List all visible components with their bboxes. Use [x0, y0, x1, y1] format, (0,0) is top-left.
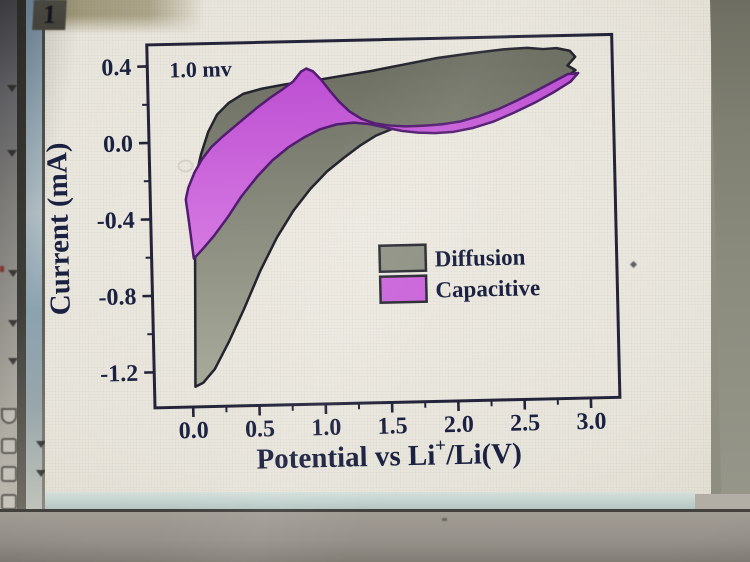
dropdown-arrow-icon[interactable] [8, 358, 18, 365]
x-tick-label: 2.5 [510, 410, 541, 437]
y-tick-label: 0.0 [103, 131, 134, 158]
capacitive-area [184, 67, 580, 260]
x-tick-label: 1.0 [311, 415, 342, 442]
tool-button-icon[interactable] [1, 438, 17, 454]
x-tick-label: 1.5 [377, 413, 408, 440]
x-axis-title-text: /Li(V) [445, 438, 522, 472]
dust-speck [442, 518, 447, 521]
red-speck [0, 266, 4, 272]
x-axis-title-superscript: + [435, 435, 446, 456]
scan-rate-annotation: 1.0 mv [169, 56, 232, 82]
dropdown-arrow-icon[interactable] [36, 441, 46, 448]
legend-label-capacitive: Capacitive [435, 275, 540, 302]
page-left-edge [42, 0, 45, 510]
tool-button-icon[interactable] [1, 408, 17, 424]
y-axis-title: Current (mA) [41, 142, 77, 315]
dropdown-arrow-icon[interactable] [36, 470, 46, 477]
legend-swatch-capacitive [378, 274, 428, 304]
x-tick-label: 3.0 [576, 409, 607, 436]
legend-label-diffusion: Diffusion [434, 244, 525, 271]
window-bottom-border [45, 492, 695, 509]
plot-box [145, 32, 622, 410]
x-axis-title-text: Potential vs Li [256, 440, 436, 476]
y-tick-label: 0.4 [101, 55, 132, 82]
window-bottom-bar [0, 512, 750, 562]
smudge-mark [178, 160, 193, 172]
x-axis-title: Potential vs Li+/Li(V) [256, 434, 522, 476]
dropdown-arrow-icon[interactable] [7, 85, 17, 92]
tool-button-icon[interactable] [1, 466, 17, 482]
dropdown-arrow-icon[interactable] [8, 320, 18, 327]
dropdown-arrow-icon[interactable] [7, 150, 17, 157]
y-tick-label: -0.8 [98, 284, 137, 311]
window-edge-strip [17, 0, 26, 562]
legend-swatch-diffusion [378, 243, 428, 274]
x-tick-label: 0.0 [178, 418, 209, 445]
window-frame-line [0, 509, 750, 512]
dropdown-arrow-icon[interactable] [8, 270, 18, 277]
y-tick-label: -0.4 [96, 208, 135, 235]
window-blue-border [26, 0, 42, 562]
x-tick-label: 0.5 [245, 416, 276, 443]
x-tick-label: 2.0 [444, 412, 475, 439]
y-tick-label: -1.2 [100, 361, 139, 388]
page-top-strip [45, 0, 205, 34]
